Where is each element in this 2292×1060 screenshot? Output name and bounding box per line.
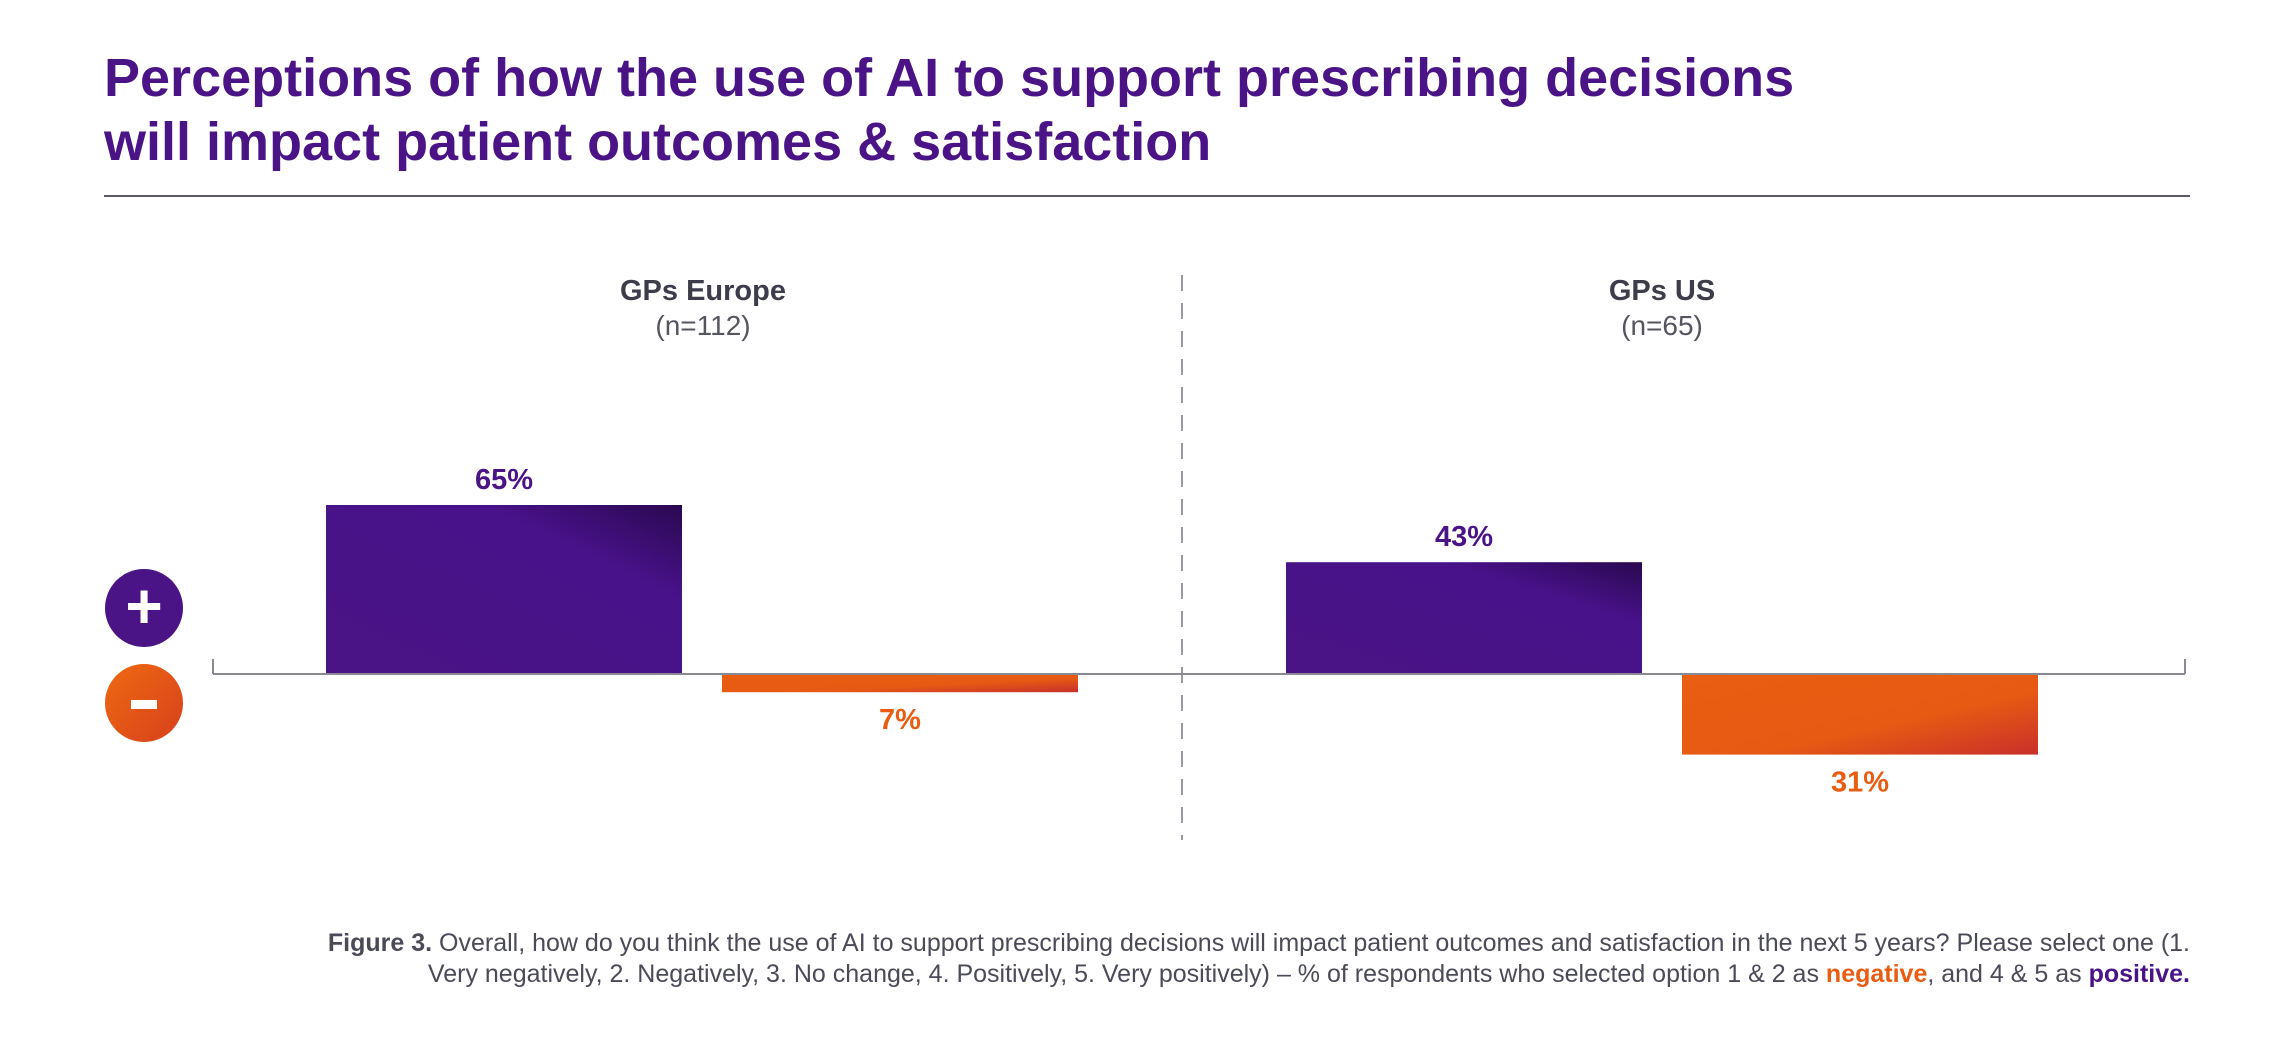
value-label-europe-positive: 65% <box>475 464 533 496</box>
caption-text-2: Very negatively, 2. Negatively, 3. No ch… <box>427 960 1826 988</box>
bar-europe-negative <box>722 674 1078 693</box>
caption-text-1: Overall, how do you think the use of AI … <box>432 929 2190 957</box>
caption-text-3: , and 4 & 5 as <box>1927 960 2089 988</box>
value-label-us-negative: 31% <box>1831 767 1889 799</box>
chart-title-line-2: will impact patient outcomes & satisfact… <box>104 112 1212 172</box>
chart-title: Perceptions of how the use of AI to supp… <box>104 46 2004 174</box>
figure-caption: Figure 3. Overall, how do you think the … <box>90 928 2190 990</box>
negative-legend-icon <box>105 664 183 742</box>
positive-legend-symbol: + <box>125 570 162 642</box>
caption-positive-word: positive. <box>2088 960 2190 988</box>
chart-title-line-1: Perceptions of how the use of AI to supp… <box>104 48 1795 108</box>
caption-negative-word: negative <box>1825 960 1928 988</box>
group-subtitle-europe: (n=112) <box>655 310 750 341</box>
value-label-europe-negative: 7% <box>879 704 921 736</box>
caption-figure-label: Figure 3. <box>327 929 433 957</box>
baseline-axis <box>212 659 2186 675</box>
bar-europe-positive <box>326 505 682 674</box>
bar-chart: + GPs Europe (n=112) GPs US (n=65) 65% 7… <box>105 275 2186 840</box>
bar-us-negative <box>1682 674 2038 755</box>
group-subtitle-us: (n=65) <box>1621 310 1703 341</box>
negative-legend-symbol <box>131 700 157 709</box>
group-title-us: GPs US <box>1609 275 1715 307</box>
positive-legend-icon: + <box>105 569 183 647</box>
title-divider <box>104 195 2190 197</box>
bar-us-positive <box>1286 562 1642 674</box>
value-label-us-positive: 43% <box>1435 521 1493 553</box>
group-title-europe: GPs Europe <box>620 275 786 307</box>
